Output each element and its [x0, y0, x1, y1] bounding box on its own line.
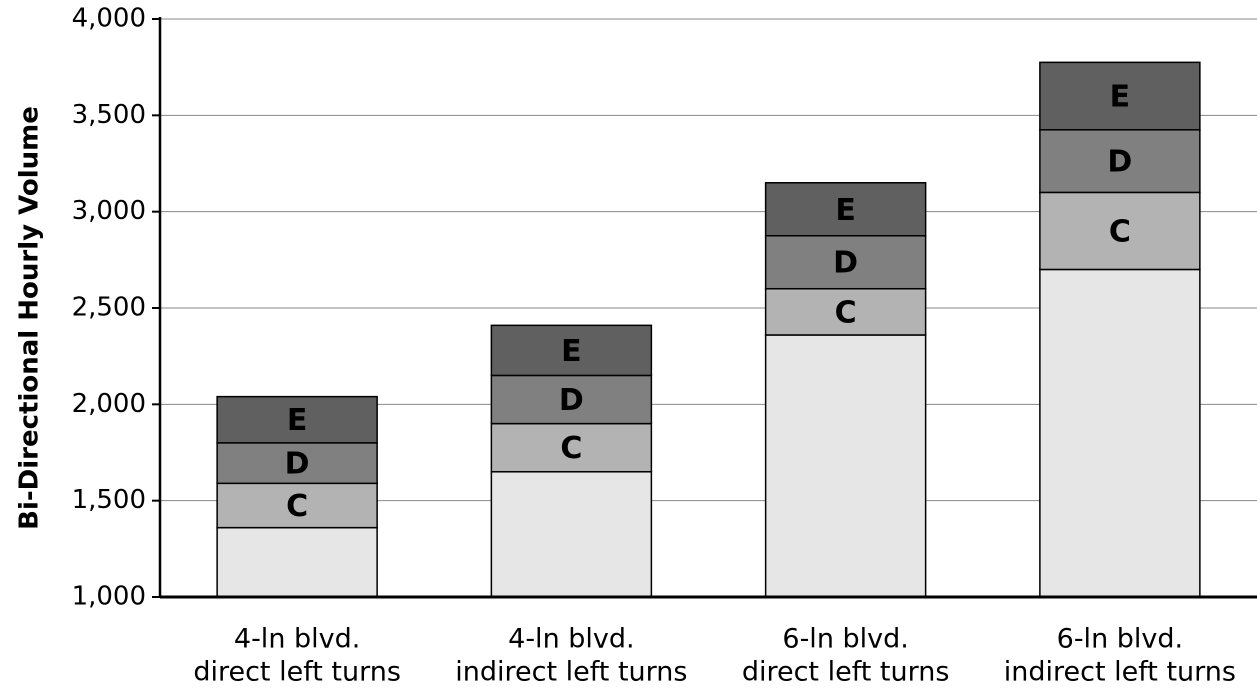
- segment-label: C: [560, 431, 582, 466]
- x-tick-label: 6-ln blvd.: [1057, 624, 1183, 655]
- x-tick-label: 4-ln blvd.: [234, 624, 360, 655]
- bar-segment: [490, 422, 653, 473]
- y-tick-label: 2,000: [72, 389, 146, 419]
- segment-label: E: [835, 193, 856, 228]
- x-tick-label: direct left turns: [193, 657, 401, 688]
- bar-segment: [1039, 61, 1201, 131]
- x-tick-label: direct left turns: [742, 657, 950, 688]
- x-tick-label: 4-ln blvd.: [508, 624, 634, 655]
- bar-segment: [1039, 268, 1201, 598]
- bar-segment: [764, 182, 927, 237]
- segment-label: E: [1110, 80, 1131, 115]
- segment-label: D: [833, 246, 858, 281]
- y-tick-label: 4,000: [72, 4, 146, 34]
- bar-segment: [216, 442, 378, 485]
- bar-segment: [764, 235, 927, 290]
- segment-label: D: [559, 383, 584, 418]
- y-axis-label: Bi-Directional Hourly Volume: [15, 106, 45, 530]
- bar-segment: [1039, 191, 1201, 271]
- segment-label: E: [561, 334, 582, 369]
- x-tick-label: 6-ln blvd.: [782, 624, 908, 655]
- y-tick-label: 1,500: [72, 485, 146, 515]
- bar-segment: [490, 324, 653, 377]
- segment-label: C: [286, 489, 308, 524]
- y-tick-label: 1,000: [72, 582, 146, 612]
- x-tick-label: indirect left turns: [455, 657, 687, 688]
- x-tick-label: indirect left turns: [1004, 657, 1236, 688]
- segment-label: E: [287, 403, 308, 438]
- segment-label: D: [1107, 145, 1132, 180]
- segment-label: D: [285, 447, 310, 482]
- bar-segment: [764, 287, 927, 336]
- y-tick-label: 3,000: [72, 196, 146, 226]
- bar-segment: [490, 374, 653, 425]
- bar-segment: [490, 471, 653, 598]
- bar-segment: [216, 395, 378, 444]
- bar-segment: [216, 482, 378, 529]
- segment-label: C: [835, 295, 857, 330]
- bar-segment: [764, 334, 927, 598]
- bar-segment: [1039, 129, 1201, 194]
- y-tick-label: 2,500: [72, 293, 146, 323]
- bar-segment: [216, 526, 378, 598]
- y-tick-label: 3,500: [72, 100, 146, 130]
- segment-label: C: [1109, 214, 1131, 249]
